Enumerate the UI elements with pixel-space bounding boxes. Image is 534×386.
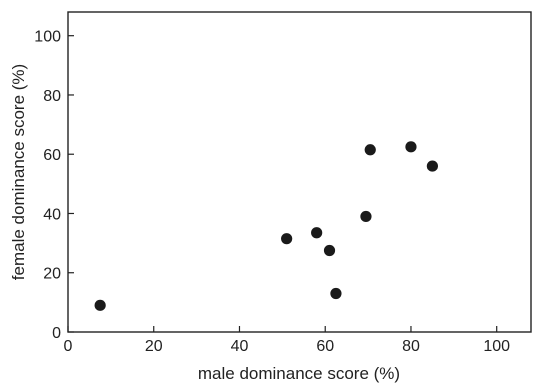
y-tick-label: 40 xyxy=(43,206,61,223)
y-tick-label: 20 xyxy=(43,266,61,283)
x-tick-label: 0 xyxy=(64,338,73,355)
data-point xyxy=(323,244,336,257)
data-point xyxy=(94,299,106,311)
data-points xyxy=(94,141,438,311)
data-point xyxy=(330,287,342,300)
y-tick-label: 60 xyxy=(43,147,61,164)
data-point xyxy=(405,141,417,153)
x-tick-label: 40 xyxy=(231,338,249,355)
y-axis-label: female dominance score (%) xyxy=(9,64,28,280)
y-tick-label: 0 xyxy=(52,325,61,342)
x-tick-label: 20 xyxy=(145,338,163,355)
data-point xyxy=(426,160,438,172)
x-axis-ticks: 0 20 40 60 80 100 xyxy=(64,326,510,355)
x-tick-label: 100 xyxy=(483,338,510,355)
plot-frame xyxy=(67,11,532,333)
y-tick-label: 100 xyxy=(34,29,61,46)
y-tick-label: 80 xyxy=(43,88,61,105)
x-tick-label: 60 xyxy=(316,338,334,355)
data-point xyxy=(281,233,293,245)
x-tick-label: 80 xyxy=(402,338,420,355)
x-axis-label: male dominance score (%) xyxy=(198,364,400,383)
data-point xyxy=(360,210,372,223)
y-axis-ticks: 0 20 40 60 80 100 xyxy=(34,29,74,342)
data-point xyxy=(364,144,376,156)
data-point xyxy=(311,227,323,239)
